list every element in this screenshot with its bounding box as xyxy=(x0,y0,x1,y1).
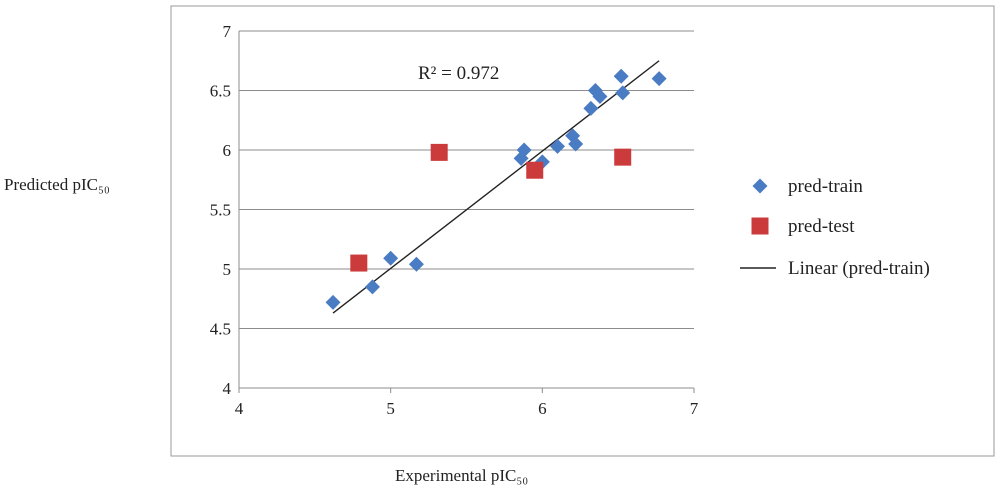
x-tick-label: 6 xyxy=(538,399,547,418)
point-pred-train xyxy=(516,142,532,158)
point-pred-train xyxy=(364,279,380,295)
y-tick-label: 4 xyxy=(223,379,232,398)
point-pred-train xyxy=(408,256,424,272)
legend-swatch-square xyxy=(751,217,769,235)
y-tick-label: 6.5 xyxy=(210,82,231,101)
gridlines xyxy=(239,30,694,329)
r-squared-annotation: R² = 0.972 xyxy=(418,63,499,84)
point-pred-test xyxy=(350,254,368,272)
legend: pred-train pred-test Linear (pred-train) xyxy=(740,176,930,279)
x-tick-label: 5 xyxy=(386,399,395,418)
point-pred-train xyxy=(592,88,608,104)
trendline xyxy=(332,60,660,314)
point-pred-train xyxy=(325,294,341,310)
y-tick-label: 5 xyxy=(223,260,232,279)
y-tick-label: 4.5 xyxy=(210,320,231,339)
y-tick-label: 7 xyxy=(223,22,232,41)
legend-swatch-diamond xyxy=(752,178,768,194)
point-pred-test xyxy=(430,143,448,161)
x-tick-label: 4 xyxy=(235,399,244,418)
point-pred-train xyxy=(615,85,631,101)
y-tick-label: 5.5 xyxy=(210,201,231,220)
y-tick-labels: 4 4.5 5 5.5 6 6.5 7 xyxy=(210,22,232,398)
y-axis-label: Predicted pIC₅₀ xyxy=(4,175,110,194)
point-pred-train xyxy=(613,68,629,84)
point-pred-train xyxy=(550,138,565,154)
trendline-layer xyxy=(332,60,660,314)
point-pred-test xyxy=(526,161,544,179)
legend-label: pred-test xyxy=(788,216,855,237)
y-tick-label: 6 xyxy=(223,141,232,160)
x-tick-label: 7 xyxy=(690,399,699,418)
chart-frame xyxy=(170,5,995,457)
x-tick-labels: 4 5 6 7 xyxy=(235,399,699,418)
legend-label: Linear (pred-train) xyxy=(788,258,930,279)
point-pred-train xyxy=(583,100,599,116)
axes xyxy=(238,31,695,393)
data-points xyxy=(325,68,667,310)
x-axis-label: Experimental pIC₅₀ xyxy=(395,466,529,485)
point-pred-test xyxy=(614,148,632,166)
legend-label: pred-train xyxy=(788,176,863,197)
point-pred-train xyxy=(651,71,667,87)
point-pred-train xyxy=(568,136,584,152)
point-pred-train xyxy=(383,250,399,266)
